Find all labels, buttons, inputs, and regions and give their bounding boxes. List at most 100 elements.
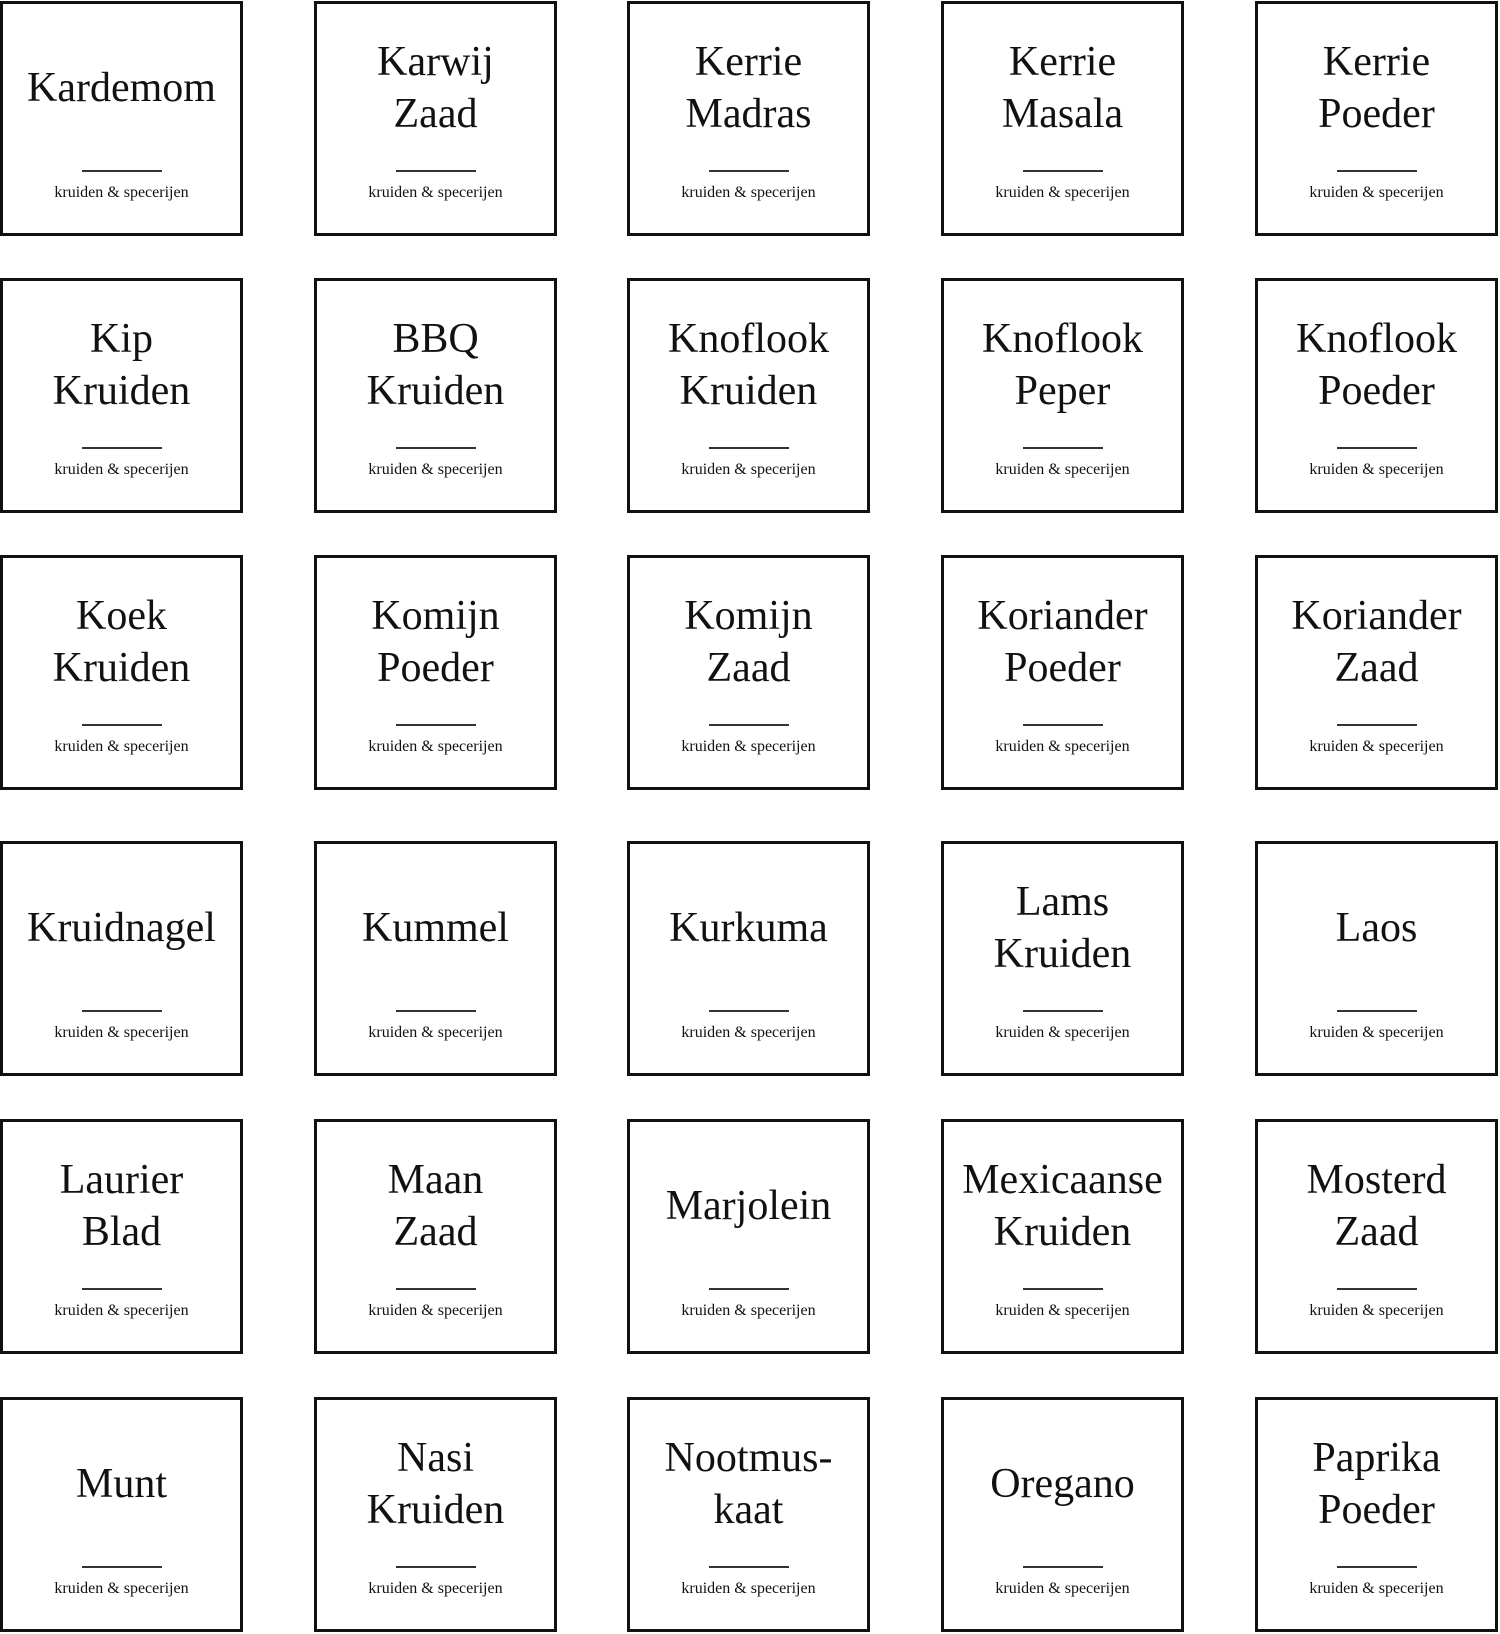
spice-label: Knoflook Poeder kruiden & specerijen xyxy=(1255,278,1498,513)
spice-name: Marjolein xyxy=(630,1136,867,1276)
spice-name-line: Knoflook xyxy=(982,316,1143,362)
spice-name-line: Lams xyxy=(1015,879,1110,925)
spice-label: Kerrie Masala kruiden & specerijen xyxy=(941,1,1184,236)
spice-label: Kerrie Madras kruiden & specerijen xyxy=(627,1,870,236)
spice-name-line: Munt xyxy=(75,1461,167,1507)
spice-name-line: Mosterd xyxy=(1306,1157,1447,1203)
spice-label: Marjolein kruiden & specerijen xyxy=(627,1119,870,1354)
spice-name-line: Paprika xyxy=(1312,1435,1441,1481)
spice-name: Kerrie Poeder xyxy=(1258,18,1495,158)
spice-label: Nootmus-kaat kruiden & specerijen xyxy=(627,1397,870,1632)
spice-name: Maan Zaad xyxy=(317,1136,554,1276)
spice-name-line: Laurier xyxy=(59,1157,184,1203)
spice-label: Knoflook Kruiden kruiden & specerijen xyxy=(627,278,870,513)
divider-line xyxy=(1022,1010,1103,1012)
spice-label: Laurier Blad kruiden & specerijen xyxy=(0,1119,243,1354)
label-subtitle: kruiden & specerijen xyxy=(54,1302,189,1319)
label-subtitle: kruiden & specerijen xyxy=(368,1302,503,1319)
label-subtitle: kruiden & specerijen xyxy=(995,1024,1130,1041)
spice-name-line: Marjolein xyxy=(665,1183,832,1229)
spice-label: Kummel kruiden & specerijen xyxy=(314,841,557,1076)
label-subtitle: kruiden & specerijen xyxy=(1309,1024,1444,1041)
spice-name: Paprika Poeder xyxy=(1258,1414,1495,1554)
label-subtitle: kruiden & specerijen xyxy=(368,738,503,755)
divider-line xyxy=(1336,447,1417,449)
spice-name: Mexicaanse Kruiden xyxy=(944,1136,1181,1276)
divider-line xyxy=(395,1566,476,1568)
spice-name-line: Knoflook xyxy=(1296,316,1457,362)
label-subtitle: kruiden & specerijen xyxy=(995,461,1130,478)
divider-line xyxy=(1022,1566,1103,1568)
spice-name-line: Maan xyxy=(387,1157,484,1203)
spice-name-line: Karwij xyxy=(377,39,494,85)
divider-line xyxy=(395,170,476,172)
divider-line xyxy=(708,447,789,449)
spice-name-line: Madras xyxy=(685,91,812,137)
divider-line xyxy=(708,1288,789,1290)
spice-name: Koriander Poeder xyxy=(944,572,1181,712)
spice-name: Komijn Poeder xyxy=(317,572,554,712)
spice-name: Kurkuma xyxy=(630,858,867,998)
spice-name-line: Komijn xyxy=(684,593,813,639)
divider-line xyxy=(708,724,789,726)
label-subtitle: kruiden & specerijen xyxy=(1309,1302,1444,1319)
spice-name-line: Koriander xyxy=(977,593,1148,639)
spice-label: Komijn Zaad kruiden & specerijen xyxy=(627,555,870,790)
spice-label: BBQ Kruiden kruiden & specerijen xyxy=(314,278,557,513)
divider-line xyxy=(1022,724,1103,726)
label-subtitle: kruiden & specerijen xyxy=(54,461,189,478)
divider-line xyxy=(81,170,162,172)
spice-name-line: Kerrie xyxy=(694,39,803,85)
spice-label: Kerrie Poeder kruiden & specerijen xyxy=(1255,1,1498,236)
label-subtitle: kruiden & specerijen xyxy=(1309,184,1444,201)
label-subtitle: kruiden & specerijen xyxy=(995,738,1130,755)
spice-name-line: Zaad xyxy=(706,645,791,691)
spice-name: Kerrie Masala xyxy=(944,18,1181,158)
spice-label: Laos kruiden & specerijen xyxy=(1255,841,1498,1076)
spice-name-line: Knoflook xyxy=(668,316,829,362)
label-subtitle: kruiden & specerijen xyxy=(995,184,1130,201)
divider-line xyxy=(81,1288,162,1290)
label-subtitle: kruiden & specerijen xyxy=(681,738,816,755)
spice-label: Lams Kruiden kruiden & specerijen xyxy=(941,841,1184,1076)
divider-line xyxy=(395,447,476,449)
label-subtitle: kruiden & specerijen xyxy=(368,1024,503,1041)
spice-name-line: Nasi xyxy=(397,1435,474,1481)
spice-label: Paprika Poeder kruiden & specerijen xyxy=(1255,1397,1498,1632)
label-subtitle: kruiden & specerijen xyxy=(368,461,503,478)
spice-label: Knoflook Peper kruiden & specerijen xyxy=(941,278,1184,513)
spice-name-line: Komijn xyxy=(371,593,500,639)
divider-line xyxy=(708,170,789,172)
spice-name-line: Poeder xyxy=(1318,1487,1435,1533)
label-subtitle: kruiden & specerijen xyxy=(1309,738,1444,755)
divider-line xyxy=(81,1010,162,1012)
spice-label: Kurkuma kruiden & specerijen xyxy=(627,841,870,1076)
spice-name: Mosterd Zaad xyxy=(1258,1136,1495,1276)
spice-name-line: Kummel xyxy=(362,905,509,951)
spice-name-line: Kruiden xyxy=(366,1487,505,1533)
spice-name-line: Kardemom xyxy=(27,65,216,111)
label-subtitle: kruiden & specerijen xyxy=(681,461,816,478)
spice-name-line: Kerrie xyxy=(1322,39,1431,85)
spice-name: Koek Kruiden xyxy=(3,572,240,712)
divider-line xyxy=(1022,1288,1103,1290)
label-subtitle: kruiden & specerijen xyxy=(54,738,189,755)
spice-name-line: Koek xyxy=(76,593,167,639)
spice-label: Nasi Kruiden kruiden & specerijen xyxy=(314,1397,557,1632)
spice-name: Kip Kruiden xyxy=(3,295,240,435)
spice-name-line: Koriander xyxy=(1291,593,1462,639)
spice-name: Kardemom xyxy=(3,18,240,158)
spice-name-line: Zaad xyxy=(393,91,478,137)
label-subtitle: kruiden & specerijen xyxy=(54,1580,189,1597)
spice-name-line: kaat xyxy=(713,1487,784,1533)
spice-label: Mosterd Zaad kruiden & specerijen xyxy=(1255,1119,1498,1354)
spice-name-line: Oregano xyxy=(990,1461,1135,1507)
label-subtitle: kruiden & specerijen xyxy=(54,184,189,201)
spice-name-line: Nootmus- xyxy=(664,1435,833,1481)
divider-line xyxy=(1022,170,1103,172)
spice-name-line: Mexicaanse xyxy=(962,1157,1163,1203)
divider-line xyxy=(81,724,162,726)
spice-name-line: Kruiden xyxy=(52,368,191,414)
spice-label: Kruidnagel kruiden & specerijen xyxy=(0,841,243,1076)
spice-name: Laos xyxy=(1258,858,1495,998)
